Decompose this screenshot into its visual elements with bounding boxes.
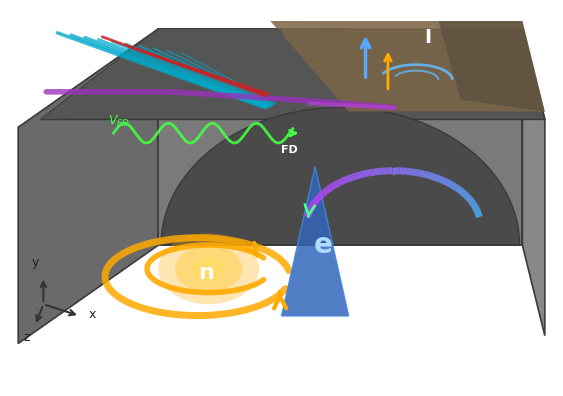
Polygon shape — [282, 167, 348, 316]
Text: FD: FD — [282, 145, 298, 155]
Polygon shape — [270, 21, 522, 29]
Circle shape — [192, 257, 225, 281]
Text: e: e — [314, 231, 333, 259]
Polygon shape — [41, 29, 310, 119]
Polygon shape — [161, 108, 520, 245]
Text: z: z — [23, 331, 30, 344]
Text: y: y — [32, 256, 39, 269]
Text: I: I — [425, 28, 431, 47]
Polygon shape — [270, 21, 545, 112]
Polygon shape — [158, 29, 522, 245]
Text: x: x — [88, 308, 96, 320]
Polygon shape — [439, 21, 545, 112]
Polygon shape — [41, 29, 545, 119]
Polygon shape — [18, 29, 158, 343]
Circle shape — [175, 245, 242, 292]
Text: n: n — [198, 263, 214, 284]
Circle shape — [158, 233, 259, 304]
Polygon shape — [522, 29, 545, 336]
Text: $V_{FD}$: $V_{FD}$ — [108, 114, 129, 129]
